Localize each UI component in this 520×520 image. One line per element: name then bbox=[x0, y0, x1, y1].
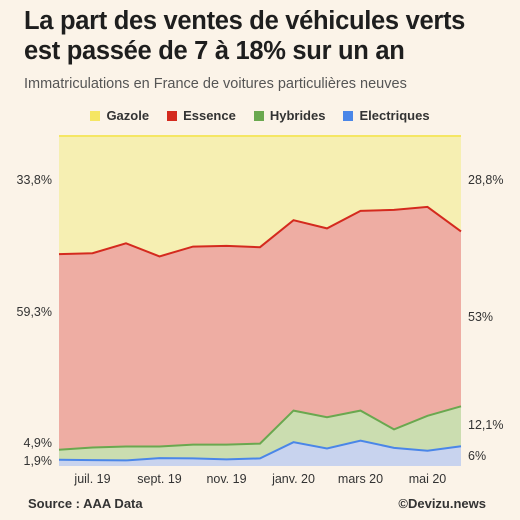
area-electriques bbox=[59, 440, 461, 466]
right-value-label: 6% bbox=[468, 449, 486, 463]
legend-item-hybrides: Hybrides bbox=[253, 108, 326, 123]
legend-label-essence: Essence bbox=[183, 108, 236, 123]
left-value-label: 59,3% bbox=[17, 305, 52, 319]
legend-swatch-essence bbox=[167, 110, 178, 121]
x-tick-label: mai 20 bbox=[409, 472, 447, 486]
right-value-label: 12,1% bbox=[468, 418, 503, 432]
chart-subtitle: Immatriculations en France de voitures p… bbox=[24, 76, 407, 92]
legend-item-gazole: Gazole bbox=[90, 108, 149, 123]
chart-title: La part des ventes de véhicules verts es… bbox=[24, 7, 466, 65]
legend-swatch-hybrides bbox=[253, 110, 264, 121]
x-tick-label: mars 20 bbox=[338, 472, 383, 486]
x-tick-label: sept. 19 bbox=[137, 472, 182, 486]
credit-label: ©Devizu.news bbox=[398, 496, 486, 511]
legend-item-essence: Essence bbox=[167, 108, 236, 123]
line-essence bbox=[58, 205, 462, 258]
left-value-label: 33,8% bbox=[17, 173, 52, 187]
x-tick-label: juil. 19 bbox=[73, 472, 110, 486]
line-hybrides bbox=[58, 405, 462, 451]
right-value-label: 53% bbox=[468, 310, 493, 324]
legend: Gazole Essence Hybrides Electriques bbox=[0, 108, 520, 123]
x-tick-label: janv. 20 bbox=[271, 472, 315, 486]
left-value-label: 1,9% bbox=[24, 454, 53, 468]
source-label: Source : AAA Data bbox=[28, 496, 143, 511]
line-electriques bbox=[58, 439, 462, 462]
area-gazole bbox=[59, 136, 461, 257]
legend-label-gazole: Gazole bbox=[106, 108, 150, 123]
legend-label-hybrides: Hybrides bbox=[269, 108, 326, 123]
x-tick-label: nov. 19 bbox=[206, 472, 246, 486]
left-value-label: 4,9% bbox=[24, 436, 53, 450]
legend-swatch-electriques bbox=[343, 110, 354, 121]
legend-item-electriques: Electriques bbox=[343, 108, 430, 123]
area-essence bbox=[59, 206, 461, 450]
legend-label-electriques: Electriques bbox=[359, 108, 430, 123]
legend-swatch-gazole bbox=[90, 110, 101, 121]
right-value-label: 28,8% bbox=[468, 173, 503, 187]
